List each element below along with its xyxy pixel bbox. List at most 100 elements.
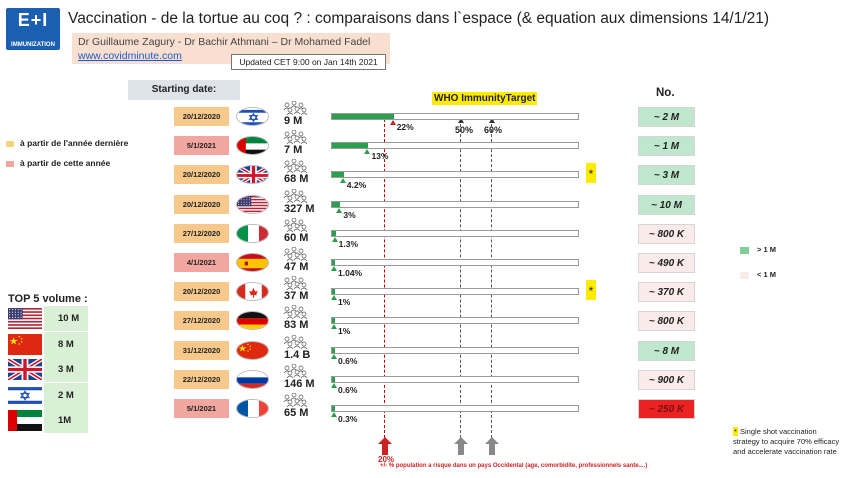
progress-label: 1.3% [338, 238, 359, 249]
progress-marker [339, 178, 346, 184]
start-date: 5/1/2021 [174, 399, 229, 418]
progress-fill [332, 172, 344, 178]
progress-fill [332, 289, 335, 295]
legend-lt1m: < 1 M [740, 270, 776, 279]
population: 60 M [284, 231, 309, 244]
single-shot-star: * [586, 280, 596, 301]
immunization-logo: E+I IMMUNIZATION [6, 8, 60, 50]
progress-fill [332, 201, 341, 207]
top5-title: TOP 5 volume : [8, 293, 88, 305]
marker-50-triangle [458, 118, 464, 123]
note-star: * [733, 427, 738, 436]
vaccinated-count: ~ 800 K [638, 311, 695, 332]
progress-label: 22% [396, 122, 414, 132]
progress-track [331, 200, 579, 208]
top5-row: 1M [8, 408, 88, 433]
top5-value: 8 M [44, 331, 88, 357]
authors: Dr Guillaume Zagury - Dr Bachir Athmani … [78, 36, 371, 48]
flag-uk-icon [236, 165, 269, 185]
arrow-50-icon [454, 437, 468, 455]
population: 7 M [284, 144, 303, 157]
vaccinated-count: ~ 800 K [638, 223, 695, 244]
flag-uae-icon [8, 410, 42, 431]
marker-20-label: 20% [378, 455, 395, 464]
note-text: Single shot vaccination strategy to acqu… [733, 427, 840, 456]
progress-track [331, 229, 579, 237]
progress-fill [332, 230, 336, 236]
people-icon [282, 188, 310, 203]
flag-israel-icon [236, 107, 269, 126]
progress-label: 1% [338, 297, 351, 308]
progress-label: 1.04% [338, 268, 363, 278]
vaccinated-count: ~ 1 M [638, 136, 695, 157]
progress-label: 0.3% [338, 414, 358, 424]
population: 327 M [284, 202, 315, 215]
progress-marker [336, 207, 343, 213]
marker-60-triangle [489, 118, 495, 123]
population: 146 M [284, 377, 315, 390]
flag-china-icon [236, 340, 269, 360]
flag-canada-icon [236, 282, 269, 302]
people-icon [282, 305, 310, 320]
progress-fill [332, 406, 335, 411]
legend-swatch-pink [6, 160, 14, 167]
start-date: 31/12/2020 [174, 340, 229, 360]
vaccinated-count: ~ 2 M [638, 107, 695, 127]
who-target-label: WHO ImmunityTarget [432, 92, 538, 105]
progress-marker [331, 412, 337, 417]
legend-swatch-orange [6, 140, 14, 147]
flag-uk-icon [6, 357, 44, 382]
top5-value: 2 M [44, 382, 88, 408]
population: 68 M [284, 173, 309, 186]
legend-last-year-text: à partir de l'année dernière [20, 138, 129, 148]
progress-marker [331, 353, 337, 359]
progress-track [331, 113, 579, 120]
logo-caption: IMMUNIZATION [11, 42, 55, 48]
page-title: Vaccination - de la tortue au coq ? : co… [68, 10, 770, 27]
website-link[interactable]: www.covidminute.com [78, 50, 182, 62]
progress-marker [364, 149, 371, 155]
progress-marker [331, 236, 338, 242]
people-icon [282, 334, 310, 349]
progress-track [331, 375, 579, 383]
top5-value: 10 M [44, 306, 88, 331]
vaccinated-count: ~ 250 K [638, 399, 695, 419]
progress-fill [332, 376, 335, 382]
legend-lt1m-text: < 1 M [757, 270, 776, 279]
flag-usa-icon [8, 308, 42, 330]
ref-line-20 [384, 119, 385, 448]
start-date: 4/1/2021 [174, 253, 229, 272]
top5-value: 3 M [44, 357, 88, 382]
progress-fill [332, 143, 369, 149]
progress-label: 3% [343, 209, 356, 220]
people-icon [282, 129, 310, 145]
single-shot-star: * [586, 163, 596, 184]
flag-china-icon [8, 333, 42, 355]
progress-marker [331, 295, 337, 301]
progress-marker [389, 120, 396, 125]
legend-this-year: à partir de cette année [6, 158, 110, 168]
flag-italy-icon [236, 223, 269, 243]
single-shot-note: * Single shot vaccination strategy to ac… [733, 427, 845, 457]
progress-fill [332, 260, 335, 265]
progress-fill [332, 114, 394, 119]
start-date: 20/12/2020 [174, 194, 229, 214]
legend-green-swatch [740, 246, 749, 254]
people-icon [282, 217, 310, 233]
logo-mark: E+I [17, 10, 49, 30]
vaccinated-count: ~ 900 K [638, 369, 695, 390]
marker-60-label: 60% [484, 125, 503, 135]
start-date: 27/12/2020 [174, 223, 229, 243]
no-label: No. [656, 87, 675, 99]
population: 37 M [284, 290, 309, 303]
arrow-20-icon [378, 437, 392, 455]
marker-50-label: 50% [455, 125, 474, 135]
flag-usa-icon [236, 194, 269, 214]
legend-pink-swatch [740, 271, 749, 279]
people-icon [282, 246, 310, 262]
legend-gt1m-text: > 1 M [757, 245, 776, 254]
start-date: 5/1/2021 [174, 136, 229, 156]
progress-track [331, 171, 579, 179]
top5-row: 8 M [8, 331, 88, 357]
flag-russia-icon [236, 369, 269, 389]
